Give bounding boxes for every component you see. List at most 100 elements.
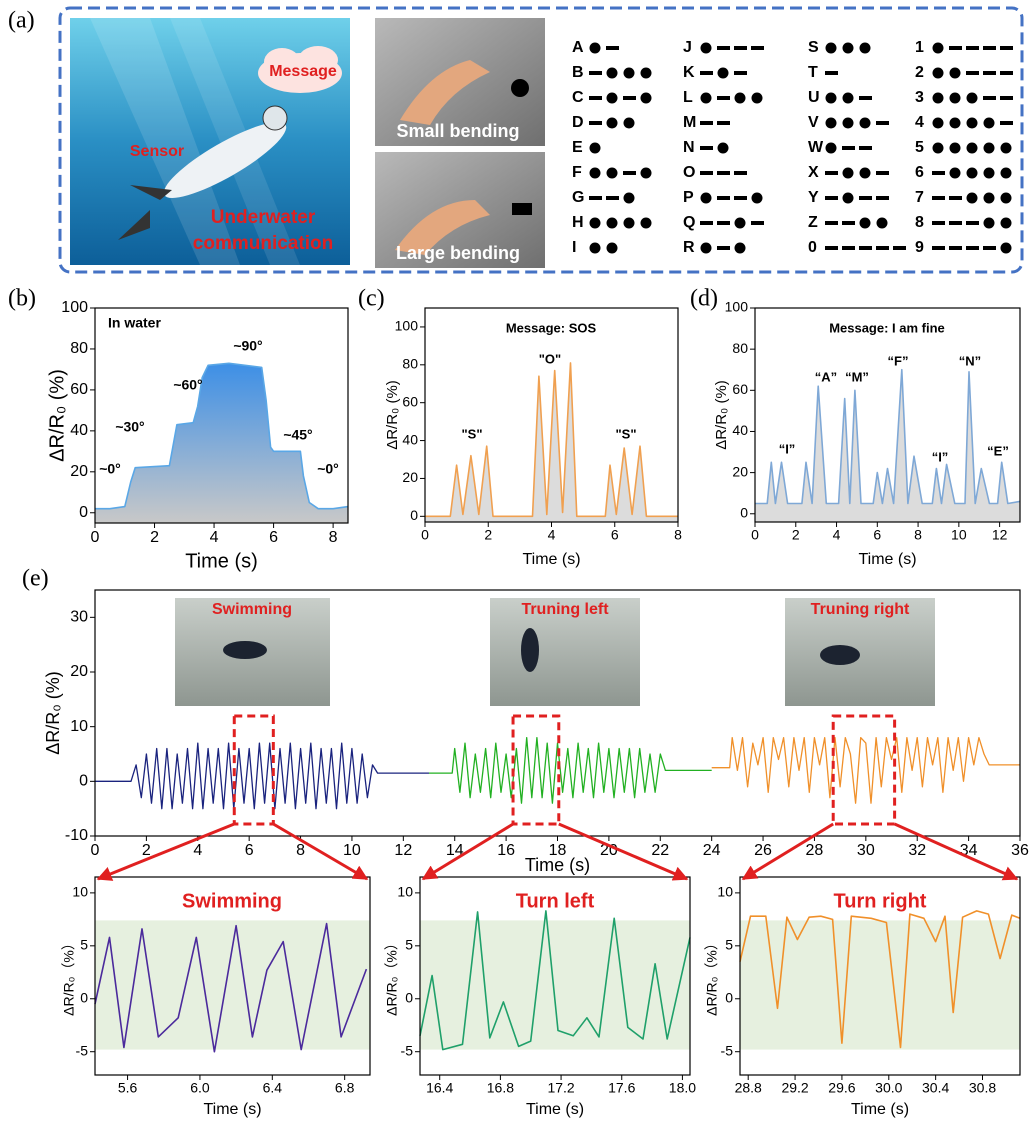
morse-char: 1 bbox=[915, 39, 924, 56]
morse-char: 2 bbox=[915, 64, 924, 81]
morse-dash bbox=[859, 246, 872, 250]
panel-label: (b) bbox=[8, 286, 36, 312]
morse-dash bbox=[949, 196, 962, 200]
y-tick-label: 60 bbox=[402, 393, 418, 409]
plot-frame bbox=[94, 307, 349, 524]
morse-dot bbox=[966, 142, 978, 154]
morse-entry: G bbox=[572, 189, 635, 206]
morse-entry: T bbox=[808, 64, 838, 81]
morse-char: P bbox=[683, 189, 694, 206]
morse-dash bbox=[842, 221, 855, 225]
morse-dot bbox=[734, 242, 746, 254]
zoom-box bbox=[511, 714, 561, 826]
y-tick-label: 100 bbox=[61, 299, 88, 316]
morse-dash bbox=[932, 246, 945, 250]
x-tick-label: 8 bbox=[296, 842, 305, 859]
x-tick-label: 0 bbox=[751, 527, 759, 543]
dot-symbol bbox=[511, 79, 529, 97]
photo bbox=[785, 598, 935, 706]
morse-char: X bbox=[808, 164, 819, 181]
y-tick-label: -5 bbox=[76, 1042, 89, 1058]
y-tick-label: -5 bbox=[721, 1042, 734, 1058]
morse-dash bbox=[751, 221, 764, 225]
y-tick-label: 10 bbox=[397, 884, 413, 900]
morse-dot bbox=[932, 42, 944, 54]
morse-dash bbox=[1000, 96, 1013, 100]
morse-dot bbox=[983, 167, 995, 179]
morse-dot bbox=[700, 42, 712, 54]
y-axis-label: ΔR/R₀ (%) bbox=[713, 380, 730, 450]
morse-dot bbox=[589, 142, 601, 154]
y-tick-label: -5 bbox=[401, 1042, 414, 1058]
plot-frame bbox=[419, 876, 691, 1076]
morse-dot bbox=[589, 42, 601, 54]
morse-dot bbox=[932, 142, 944, 154]
morse-dot bbox=[932, 67, 944, 79]
morse-dash bbox=[966, 246, 979, 250]
light-ray bbox=[90, 18, 240, 265]
morse-dash bbox=[932, 196, 945, 200]
x-axis-label: Time (s) bbox=[185, 550, 258, 572]
x-tick-label: 18 bbox=[549, 842, 567, 859]
y-tick-label: 20 bbox=[70, 463, 88, 480]
morse-entry: J bbox=[683, 39, 764, 56]
morse-dot bbox=[700, 242, 712, 254]
x-tick-label: 8 bbox=[674, 527, 682, 543]
y-tick-label: 0 bbox=[410, 507, 418, 523]
y-tick-label: 0 bbox=[405, 989, 413, 1005]
y-tick-label: 100 bbox=[395, 318, 419, 334]
morse-entry: 8 bbox=[915, 214, 1012, 231]
panel-frame bbox=[58, 6, 1024, 274]
morse-entry: N bbox=[683, 139, 729, 156]
morse-dot bbox=[606, 92, 618, 104]
morse-dash bbox=[589, 196, 602, 200]
annotation: ~0° bbox=[99, 461, 121, 477]
morse-entry: K bbox=[683, 64, 747, 81]
morse-entry: 9 bbox=[915, 239, 1012, 256]
morse-dot bbox=[606, 217, 618, 229]
morse-char: 6 bbox=[915, 164, 924, 181]
annotation: “I” bbox=[932, 449, 949, 464]
morse-dash bbox=[717, 246, 730, 250]
morse-char: H bbox=[572, 214, 584, 231]
x-tick-label: 6 bbox=[873, 527, 881, 543]
y-tick-label: 20 bbox=[732, 463, 748, 479]
morse-dash bbox=[966, 46, 979, 50]
morse-dot bbox=[700, 192, 712, 204]
morse-dot bbox=[949, 167, 961, 179]
x-tick-label: 16.8 bbox=[487, 1080, 514, 1096]
morse-char: L bbox=[683, 89, 693, 106]
morse-entry: L bbox=[683, 89, 763, 106]
zoom-arrow bbox=[272, 822, 369, 881]
morse-dash bbox=[983, 246, 996, 250]
morse-dot bbox=[734, 92, 746, 104]
morse-dot bbox=[825, 42, 837, 54]
morse-entry: R bbox=[683, 239, 746, 256]
morse-char: S bbox=[808, 39, 819, 56]
line bbox=[95, 362, 349, 510]
morse-dot bbox=[751, 92, 763, 104]
morse-dot bbox=[966, 167, 978, 179]
morse-char: Y bbox=[808, 189, 819, 206]
annotation: “F” bbox=[888, 353, 909, 368]
morse-entry: U bbox=[808, 89, 872, 106]
line bbox=[711, 736, 1020, 804]
morse-char: 9 bbox=[915, 239, 924, 256]
morse-dot bbox=[949, 142, 961, 154]
morse-dot bbox=[983, 142, 995, 154]
morse-dot bbox=[949, 92, 961, 104]
x-tick-label: 6 bbox=[269, 529, 278, 546]
annotation: ~30° bbox=[115, 419, 144, 435]
x-tick-label: 10 bbox=[343, 842, 361, 859]
morse-dot bbox=[842, 167, 854, 179]
morse-dash bbox=[623, 96, 636, 100]
y-tick-label: 20 bbox=[70, 663, 88, 680]
morse-dot bbox=[1000, 142, 1012, 154]
morse-dot bbox=[932, 117, 944, 129]
morse-dash bbox=[983, 71, 996, 75]
y-tick-label: 100 bbox=[725, 299, 749, 315]
y-tick-label: 60 bbox=[732, 381, 748, 397]
morse-dash bbox=[751, 46, 764, 50]
chart-title: Swimming bbox=[182, 890, 282, 912]
